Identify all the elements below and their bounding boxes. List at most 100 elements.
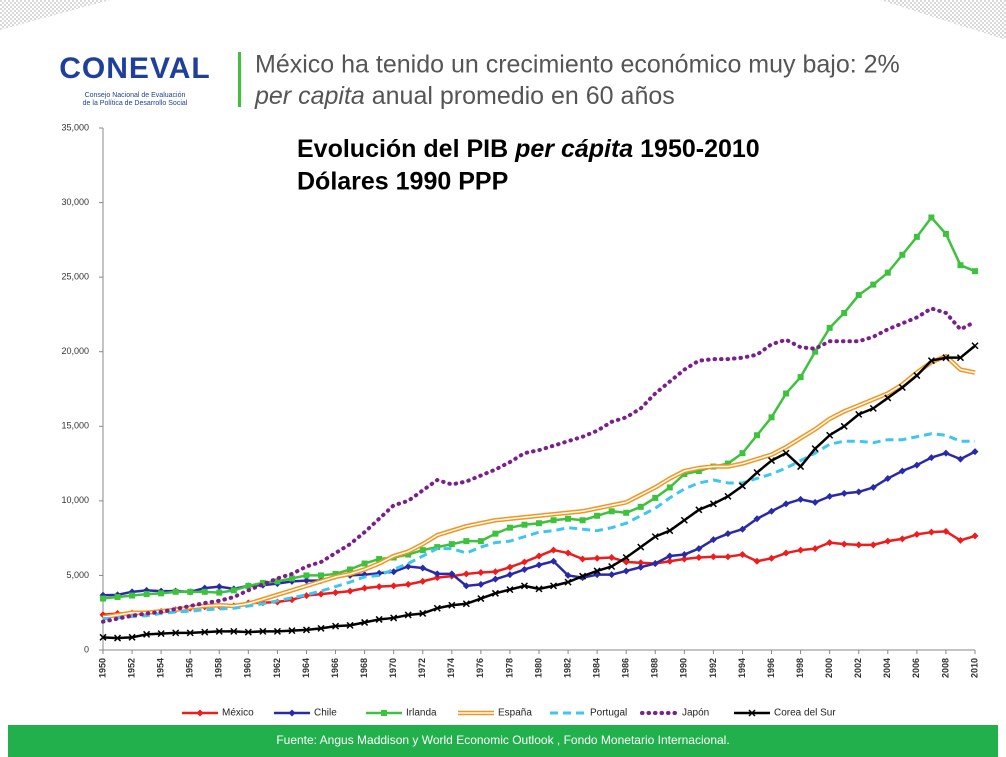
marker xyxy=(404,611,412,619)
marker xyxy=(811,545,819,553)
marker xyxy=(840,422,848,430)
logo-sub: de la Política de Desarrollo Social xyxy=(83,100,188,107)
y-tick-label: 0 xyxy=(84,644,89,654)
marker xyxy=(535,552,543,560)
title-part: per cápita xyxy=(514,135,633,163)
legend-label: Chile xyxy=(314,708,337,719)
marker xyxy=(361,584,369,592)
marker xyxy=(869,483,877,491)
marker xyxy=(753,557,761,565)
marker xyxy=(608,554,616,562)
marker xyxy=(448,601,456,609)
marker xyxy=(448,570,456,578)
marker xyxy=(709,553,717,561)
marker xyxy=(811,445,819,453)
marker xyxy=(346,587,354,595)
marker xyxy=(550,546,558,554)
x-tick-label: 2010 xyxy=(969,658,979,678)
marker xyxy=(768,414,775,421)
marker xyxy=(99,633,107,641)
marker xyxy=(855,541,863,549)
series-line xyxy=(101,306,977,624)
marker xyxy=(855,488,863,496)
legend-label: Corea del Sur xyxy=(774,708,836,719)
marker xyxy=(332,622,340,630)
chart-subtitle: Dólares 1990 PPP xyxy=(297,168,508,196)
marker xyxy=(898,535,906,543)
marker xyxy=(215,583,223,591)
marker xyxy=(491,589,499,597)
logo: CONEVAL xyxy=(59,52,210,85)
marker xyxy=(768,457,776,465)
marker xyxy=(506,563,514,571)
marker xyxy=(739,450,746,457)
header-title: per capita anual promedio en 60 años xyxy=(254,82,675,110)
marker xyxy=(623,509,630,516)
marker xyxy=(216,589,223,596)
y-tick-label: 10,000 xyxy=(61,495,89,505)
marker xyxy=(898,467,906,475)
marker xyxy=(870,281,877,288)
marker xyxy=(390,614,398,622)
x-tick-label: 1950 xyxy=(97,658,107,678)
marker xyxy=(680,555,688,563)
marker xyxy=(550,557,558,565)
marker xyxy=(535,585,543,593)
marker xyxy=(608,562,616,571)
marker xyxy=(782,549,790,557)
marker xyxy=(928,214,935,221)
x-tick-label: 1994 xyxy=(737,658,747,678)
marker xyxy=(957,262,964,269)
marker xyxy=(840,540,848,548)
marker xyxy=(724,530,732,538)
marker xyxy=(259,627,267,635)
marker xyxy=(506,586,514,594)
x-tick-label: 1974 xyxy=(446,658,456,678)
x-tick-label: 1966 xyxy=(330,658,340,678)
marker xyxy=(927,454,935,462)
marker xyxy=(797,546,805,554)
x-tick-label: 1978 xyxy=(504,658,514,678)
marker xyxy=(419,547,426,554)
marker xyxy=(622,567,630,575)
marker xyxy=(317,590,325,598)
marker xyxy=(565,515,572,522)
marker xyxy=(884,394,892,402)
marker xyxy=(637,543,645,551)
marker xyxy=(956,354,964,362)
marker xyxy=(956,536,964,544)
x-tick-label: 1990 xyxy=(679,658,689,678)
marker xyxy=(811,498,819,506)
legend-label: México xyxy=(222,708,254,719)
marker xyxy=(899,251,906,258)
x-tick-label: 1998 xyxy=(795,658,805,678)
marker xyxy=(375,583,383,591)
marker xyxy=(419,564,427,572)
marker xyxy=(637,563,645,571)
marker xyxy=(100,595,106,602)
marker xyxy=(898,383,906,392)
marker xyxy=(826,492,834,500)
marker xyxy=(681,471,688,478)
marker xyxy=(303,572,310,579)
x-tick-label: 1996 xyxy=(766,658,776,678)
y-tick-label: 30,000 xyxy=(61,197,89,207)
marker xyxy=(797,495,805,503)
marker xyxy=(826,324,833,331)
marker xyxy=(332,589,340,597)
marker xyxy=(782,449,790,457)
marker xyxy=(158,590,165,597)
marker xyxy=(564,578,572,586)
marker xyxy=(462,582,470,590)
marker xyxy=(652,494,659,501)
marker xyxy=(748,709,756,717)
marker xyxy=(695,506,703,514)
marker xyxy=(419,577,427,585)
title-part: 1950-2010 xyxy=(633,135,760,163)
marker xyxy=(550,582,558,590)
marker xyxy=(754,432,760,439)
marker xyxy=(347,566,354,573)
marker xyxy=(680,516,688,524)
marker xyxy=(477,580,485,588)
